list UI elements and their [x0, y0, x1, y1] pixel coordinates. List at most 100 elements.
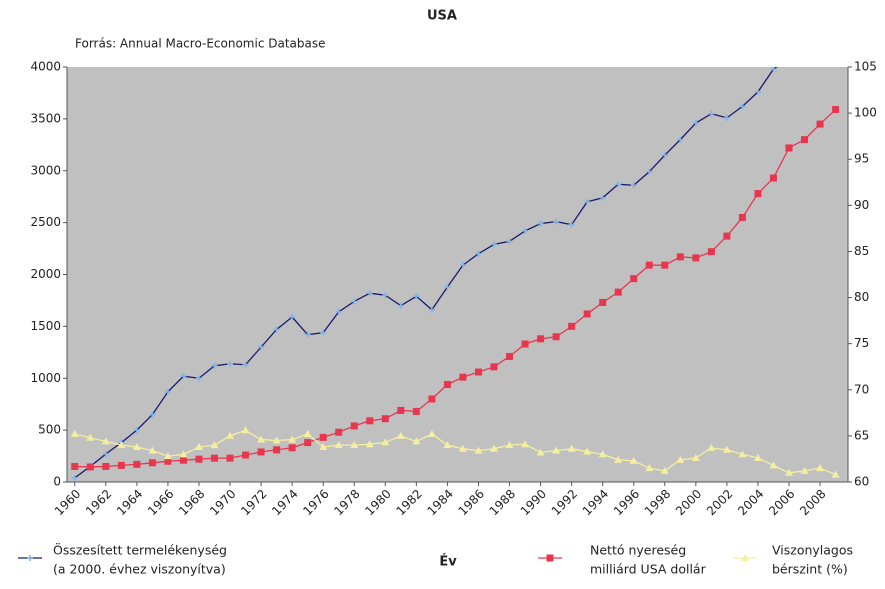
marker: [132, 442, 141, 450]
marker: [366, 417, 374, 425]
y2-tick-label: 85: [854, 244, 869, 258]
marker: [334, 441, 343, 449]
legend-label: Viszonylagos: [772, 543, 853, 558]
marker: [676, 253, 684, 261]
marker: [366, 290, 373, 297]
marker: [583, 447, 592, 455]
marker: [257, 448, 265, 456]
marker: [677, 136, 684, 143]
legend-label: bérszint (%): [772, 562, 848, 577]
marker: [397, 406, 405, 414]
marker: [660, 466, 669, 474]
marker: [754, 88, 761, 95]
marker: [692, 120, 699, 127]
marker: [179, 456, 187, 464]
marker: [645, 464, 654, 472]
marker: [304, 439, 312, 447]
marker: [458, 444, 467, 452]
marker: [723, 114, 730, 121]
marker: [801, 136, 809, 144]
marker: [552, 333, 560, 341]
y2-tick-label: 100: [854, 106, 877, 120]
marker: [427, 430, 436, 438]
marker: [101, 437, 110, 445]
marker: [552, 446, 561, 454]
marker: [335, 308, 342, 315]
marker: [598, 450, 607, 458]
marker: [102, 450, 109, 457]
marker: [459, 262, 466, 269]
marker: [769, 461, 778, 469]
y2-tick-label: 95: [854, 152, 869, 166]
x-tick-label: 2000: [673, 487, 704, 518]
marker: [831, 470, 840, 478]
x-tick-label: 1998: [642, 487, 673, 518]
marker: [180, 373, 187, 380]
marker: [272, 436, 281, 444]
marker: [211, 454, 219, 462]
marker: [351, 298, 358, 305]
marker: [506, 352, 514, 360]
marker: [536, 448, 545, 456]
x-tick-label: 1970: [207, 487, 238, 518]
marker: [397, 302, 404, 309]
marker: [163, 452, 172, 460]
x-tick-label: 1974: [269, 487, 300, 518]
y-tick-label: 0: [53, 475, 61, 489]
marker: [443, 441, 452, 449]
marker: [319, 433, 327, 441]
marker: [86, 463, 94, 471]
x-tick-label: 2008: [797, 487, 828, 518]
marker: [257, 435, 266, 443]
plot-series: [70, 67, 840, 481]
legend-label: milliárd USA dollár: [590, 562, 707, 577]
marker: [194, 442, 203, 450]
marker: [490, 241, 497, 248]
y-tick-label: 500: [38, 423, 61, 437]
marker: [599, 299, 607, 307]
marker: [583, 310, 591, 318]
marker: [320, 329, 327, 336]
x-tick-label: 1996: [611, 487, 642, 518]
x-tick-label: 1990: [518, 487, 549, 518]
x-tick-label: 1960: [52, 487, 83, 518]
marker: [708, 110, 715, 117]
y2-tick-label: 60: [854, 475, 869, 489]
marker: [770, 67, 777, 73]
marker: [412, 437, 421, 445]
marker: [258, 344, 265, 351]
marker: [382, 292, 389, 299]
x-tick-label: 1968: [176, 487, 207, 518]
y-tick-label: 1000: [30, 371, 61, 385]
marker: [489, 444, 498, 452]
x-tick-label: 2002: [704, 487, 735, 518]
marker: [273, 446, 281, 454]
marker: [211, 362, 218, 369]
x-tick-label: 1984: [425, 487, 456, 518]
marker: [241, 426, 250, 434]
y-tick-label: 3000: [30, 163, 61, 177]
x-tick-label: 1966: [145, 487, 176, 518]
marker: [645, 261, 653, 269]
marker: [707, 443, 716, 451]
marker: [784, 468, 793, 476]
x-tick-label: 1982: [393, 487, 424, 518]
marker: [117, 461, 125, 469]
marker: [210, 441, 219, 449]
marker: [381, 415, 389, 423]
y-tick-label: 2500: [30, 215, 61, 229]
x-tick-label: 1972: [238, 487, 269, 518]
y2-tick-label: 80: [854, 290, 869, 304]
legend-marker: [741, 554, 749, 561]
marker: [396, 431, 405, 439]
marker: [319, 442, 328, 450]
x-tick-label: 1964: [114, 487, 145, 518]
legend-marker: [546, 554, 554, 562]
marker: [490, 363, 498, 371]
marker: [661, 152, 668, 159]
marker: [335, 428, 343, 436]
marker: [785, 144, 793, 152]
marker: [70, 430, 79, 438]
marker: [164, 388, 171, 395]
